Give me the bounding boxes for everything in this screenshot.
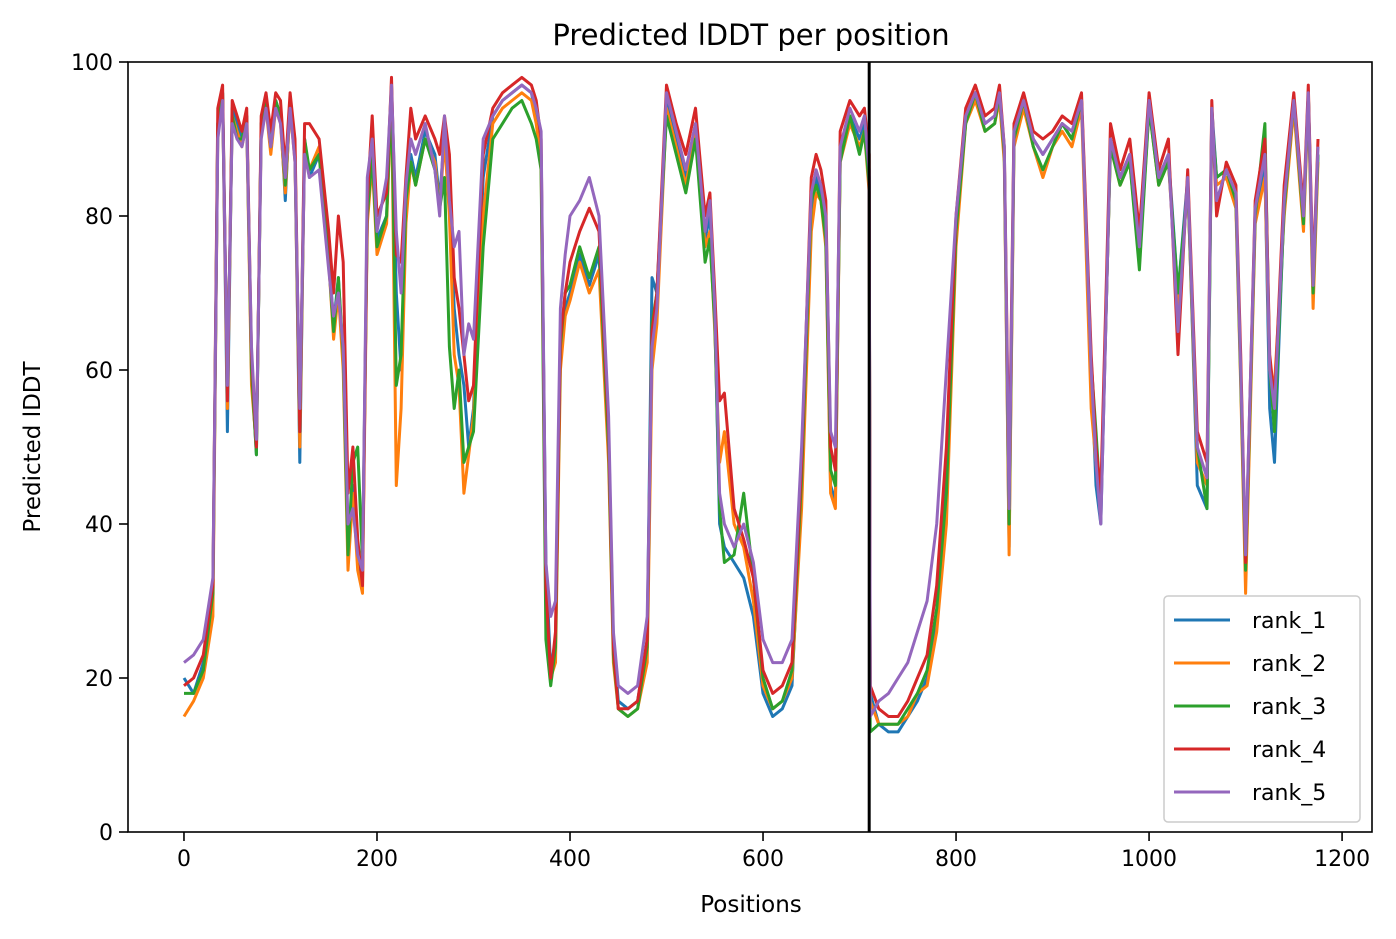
series-line-rank-1	[182, 83, 1320, 734]
legend-label-rank-1: rank_1	[1252, 609, 1326, 634]
y-tick-label: 80	[85, 205, 113, 230]
y-axis-label: Predicted lDDT	[20, 360, 46, 532]
chart-title: Predicted lDDT per position	[552, 18, 949, 52]
y-tick-label: 0	[99, 821, 113, 846]
y-tick-label: 60	[85, 359, 113, 384]
series-line-rank-4	[183, 75, 1320, 718]
series-line-rank-3	[184, 91, 1320, 734]
legend: rank_1 rank_2 rank_3 rank_4 rank_5	[1163, 595, 1361, 823]
y-tick-label: 100	[71, 51, 113, 76]
x-tick-label: 200	[356, 847, 398, 872]
plot-area	[127, 61, 1373, 833]
x-tick-label: 1000	[1121, 847, 1177, 872]
y-tick-label: 20	[85, 667, 113, 692]
x-tick-label: 400	[549, 847, 591, 872]
legend-label-rank-3: rank_3	[1252, 695, 1326, 720]
y-tick-label: 40	[85, 513, 113, 538]
series-line-rank-5	[183, 83, 1320, 718]
legend-box	[1163, 595, 1361, 823]
series-line-rank-2	[182, 91, 1320, 726]
x-tick-label: 600	[742, 847, 784, 872]
legend-label-rank-5: rank_5	[1252, 781, 1326, 806]
plot-frame	[127, 61, 1373, 833]
x-axis-ticks: 0 200 400 600 800 1000 1200	[177, 832, 1370, 872]
y-axis-ticks: 0 20 40 60 80 100	[71, 51, 128, 846]
legend-label-rank-4: rank_4	[1252, 738, 1326, 763]
legend-label-rank-2: rank_2	[1252, 652, 1326, 677]
x-axis-label: Positions	[700, 892, 802, 918]
x-tick-label: 800	[935, 847, 977, 872]
x-tick-label: 1200	[1314, 847, 1370, 872]
x-tick-label: 0	[177, 847, 191, 872]
